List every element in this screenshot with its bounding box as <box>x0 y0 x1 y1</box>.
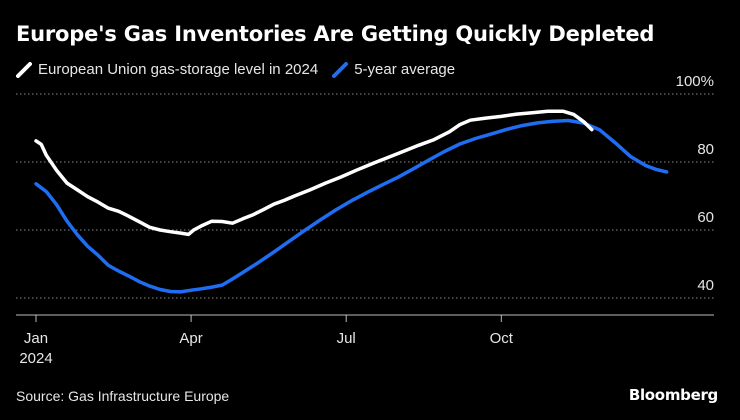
y-tick-label: 40 <box>697 277 714 294</box>
x-tick-label: Apr <box>179 330 202 347</box>
chart-title: Europe's Gas Inventories Are Getting Qui… <box>16 22 655 46</box>
source-note: Source: Gas Infrastructure Europe <box>16 388 230 404</box>
legend-label-eu-2024: European Union gas-storage level in 2024 <box>38 61 319 78</box>
x-tick-label: Jul <box>337 330 356 347</box>
legend: European Union gas-storage level in 2024… <box>16 61 469 78</box>
legend-item-5yr-average: 5-year average <box>332 61 455 78</box>
legend-swatch-5yr-average <box>332 61 349 78</box>
x-tick-label: Oct <box>490 330 514 347</box>
x-tick-sublabel: 2024 <box>19 350 52 367</box>
y-tick-label: 100% <box>676 73 714 90</box>
legend-swatch-eu-2024 <box>16 61 32 78</box>
series-line-eu-2024 <box>34 109 594 237</box>
x-tick-label: Jan <box>24 330 48 347</box>
series-line-5yr-average <box>34 118 669 294</box>
legend-label-5yr-average: 5-year average <box>354 61 456 78</box>
y-tick-label: 60 <box>697 209 714 226</box>
legend-item-eu-2024: European Union gas-storage level in 2024 <box>16 61 318 78</box>
bloomberg-logo: Bloomberg <box>628 386 718 404</box>
y-tick-label: 80 <box>697 141 714 158</box>
